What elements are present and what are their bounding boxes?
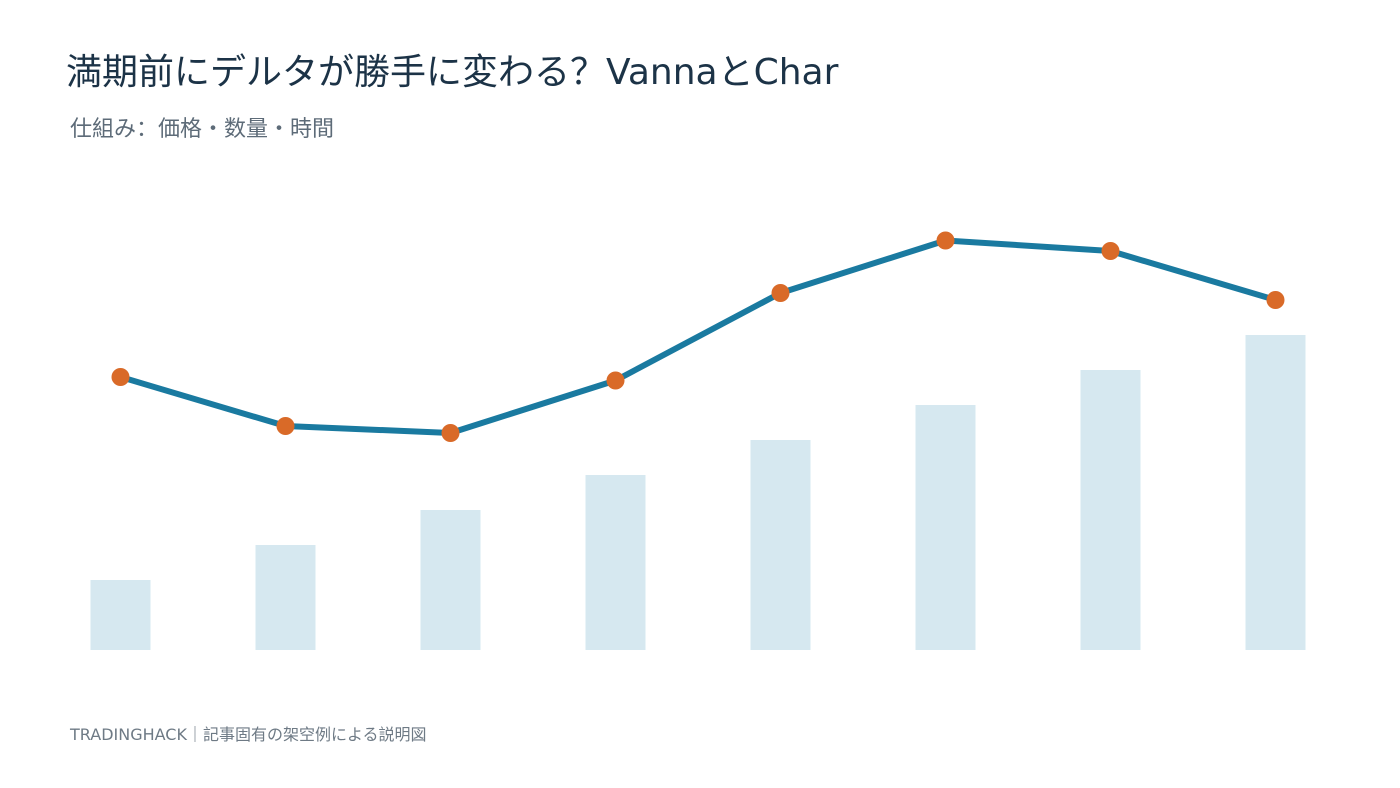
line-marker bbox=[441, 424, 460, 442]
line-marker bbox=[606, 371, 625, 390]
bar bbox=[585, 475, 646, 650]
bar bbox=[420, 510, 481, 650]
line-marker bbox=[276, 417, 295, 435]
bar bbox=[255, 545, 316, 650]
line-marker bbox=[111, 368, 130, 386]
line-marker bbox=[936, 231, 955, 250]
footer: TRADINGHACK｜記事固有の架空例による説明図 bbox=[69, 725, 426, 744]
line-marker bbox=[771, 284, 790, 302]
bar bbox=[1245, 335, 1306, 650]
bar bbox=[1080, 370, 1141, 650]
line-marker bbox=[1266, 291, 1285, 309]
bar bbox=[90, 580, 151, 650]
chart-title: 満期前にデルタが勝手に変わる？VannaとChar bbox=[66, 52, 839, 93]
line bbox=[117, 237, 1279, 436]
bar bbox=[915, 405, 976, 650]
bar bbox=[750, 440, 811, 650]
line-marker bbox=[1101, 242, 1120, 260]
chart-subtitle: 仕組み：価格・数量・時間 bbox=[70, 117, 334, 142]
